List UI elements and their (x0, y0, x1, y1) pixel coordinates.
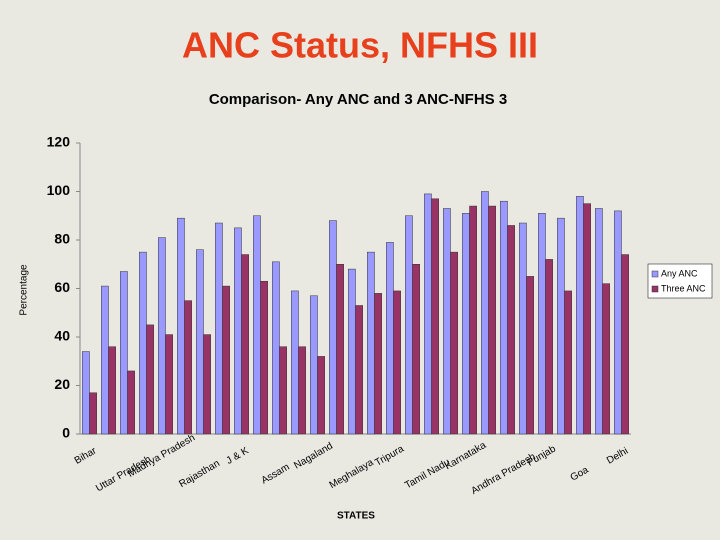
bar (595, 208, 603, 435)
x-tick-label: J & K (224, 445, 250, 467)
bar (405, 215, 413, 435)
bar (469, 205, 477, 435)
y-tick-label: 0 (62, 425, 70, 441)
x-axis-label: STATES (337, 511, 375, 522)
bar (507, 225, 515, 435)
bar (253, 215, 261, 435)
bar (196, 249, 204, 435)
bar (621, 254, 629, 435)
chart-title: Comparison- Any ANC and 3 ANC-NFHS 3 (209, 91, 507, 108)
x-tick-label: Tripura (373, 443, 406, 468)
bar (393, 290, 401, 435)
bar (614, 210, 622, 435)
x-tick-label: Nagaland (292, 441, 335, 472)
bar (146, 324, 154, 435)
bar (127, 370, 135, 435)
bar (317, 356, 325, 435)
bar (481, 191, 489, 435)
legend-label: Three ANC (661, 283, 706, 293)
bar (260, 280, 268, 435)
y-tick-label: 60 (54, 279, 70, 295)
bar (165, 334, 173, 435)
y-tick-label: 40 (54, 328, 70, 344)
y-tick-label: 20 (54, 376, 70, 392)
bar (526, 276, 534, 435)
bar (82, 351, 90, 435)
bar (386, 242, 394, 435)
bar (431, 198, 439, 435)
bar (108, 346, 116, 435)
bar (450, 251, 458, 435)
bar (355, 305, 363, 435)
x-tick-label: Bihar (73, 445, 99, 467)
bar (583, 203, 591, 435)
bar (519, 222, 527, 435)
bar (500, 200, 508, 435)
bar (241, 254, 249, 435)
bar (203, 334, 211, 435)
bar (222, 285, 230, 435)
x-tick-label: Punjab (525, 443, 558, 468)
bar (538, 213, 546, 435)
y-axis-label: Percentage (19, 264, 30, 316)
bar (424, 193, 432, 435)
bar (158, 237, 166, 435)
bar (488, 205, 496, 435)
x-tick-label: Assam (260, 462, 292, 487)
x-tick-label: Rajasthan (177, 458, 221, 490)
bar (412, 264, 420, 435)
bar (564, 290, 572, 435)
x-tick-label: Madhya Pradesh (126, 432, 197, 479)
bar (234, 227, 242, 435)
bar (310, 295, 318, 435)
x-tick-label: Meghalaya (328, 457, 376, 491)
bar (557, 217, 565, 435)
bar (279, 346, 287, 435)
x-tick-label: Goa (569, 464, 591, 483)
bar (298, 346, 306, 435)
y-tick-label: 100 (47, 182, 71, 198)
legend-swatch (651, 270, 659, 278)
x-tick-label: Delhi (605, 446, 630, 467)
slide-title: ANC Status, NFHS III (182, 25, 538, 66)
bar (89, 392, 97, 435)
x-tick-label: Karnataka (443, 440, 488, 473)
bar (272, 261, 280, 435)
bar (139, 251, 147, 435)
bar (336, 264, 344, 435)
bar (291, 290, 299, 435)
bar (462, 213, 470, 435)
legend-label: Any ANC (661, 268, 698, 278)
bar (101, 285, 109, 435)
legend-swatch (651, 285, 659, 293)
bar (348, 268, 356, 435)
y-tick-label: 120 (47, 134, 71, 150)
y-tick-label: 80 (54, 231, 70, 247)
bar (120, 271, 128, 435)
bar (576, 196, 584, 435)
bar (329, 220, 337, 435)
bar (443, 208, 451, 435)
bar (367, 251, 375, 435)
bar (184, 300, 192, 435)
bar (602, 283, 610, 435)
bar (374, 293, 382, 435)
bar (545, 259, 553, 435)
legend-box (647, 263, 713, 299)
bar (177, 217, 185, 435)
bar (215, 222, 223, 435)
